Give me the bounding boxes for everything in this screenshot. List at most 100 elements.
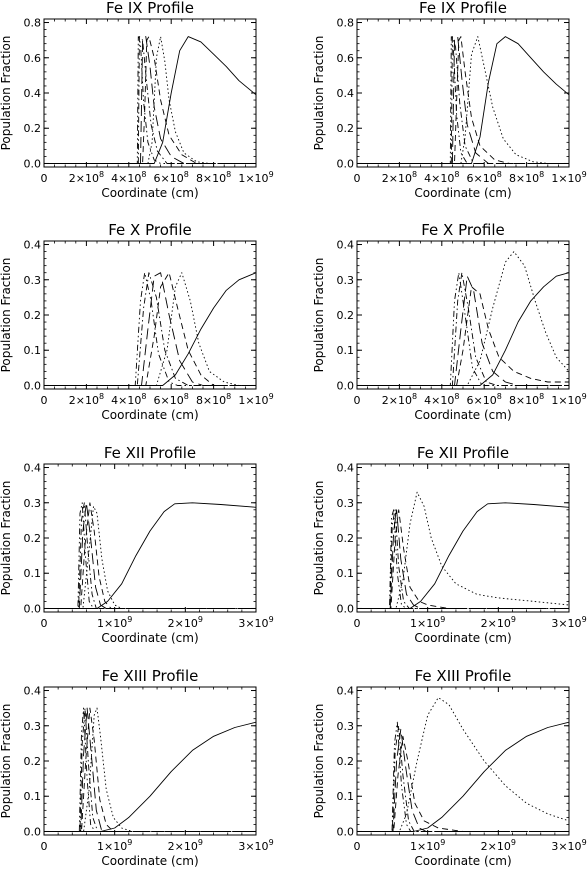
chart-title: Fe XII Profile [417,444,509,462]
x-axis-label: Coordinate (cm) [101,854,198,868]
x-tick-label: 3×109 [238,838,273,853]
x-tick-label: 4×108 [424,170,459,185]
series-line-dashdot [44,36,256,164]
y-tick-label: 0.2 [337,755,355,768]
x-axis-label: Coordinate (cm) [414,631,511,645]
series-line-dashed [44,36,256,164]
x-tick-label: 2×108 [382,392,417,407]
series-line-longdash [357,36,569,164]
series-line-solid [357,721,569,832]
series-line-solid [44,272,256,386]
series-line-longdash [357,509,569,609]
x-tick-label: 3×109 [551,615,586,630]
y-tick-label: 0.1 [24,567,42,580]
x-tick-label: 2×109 [168,615,203,630]
chart-panel: Fe IX Profile Population Fraction Coordina… [312,0,587,200]
y-axis-label: Population Fraction [312,704,326,819]
series-line-dotted [44,36,256,164]
series-line-dashdotdot [357,272,569,386]
series-line-dashdot [357,725,569,832]
x-axis-label: Coordinate (cm) [414,854,511,868]
x-tick-label: 0 [354,172,361,185]
y-tick-label: 0.2 [24,755,42,768]
chart-title: Fe XIII Profile [102,667,199,685]
series-line-longdash [44,36,256,164]
series-line-dashdotdot [357,509,569,609]
x-axis-label: Coordinate (cm) [414,408,511,422]
x-tick-label: 8×108 [196,170,231,185]
x-tick-label: 2×109 [481,838,516,853]
series-line-dashdotdot [357,36,569,164]
x-axis-label: Coordinate (cm) [414,186,511,200]
y-tick-label: 0.4 [24,685,42,698]
y-tick-label: 0.3 [337,274,355,287]
x-axis-label: Coordinate (cm) [101,631,198,645]
y-tick-label: 0.3 [24,720,42,733]
y-tick-label: 0.0 [24,602,42,615]
y-tick-label: 0.8 [337,17,355,30]
x-tick-label: 0 [41,840,48,853]
series-line-solid [357,36,569,164]
series-line-longdash [44,502,256,609]
y-tick-label: 0.0 [337,825,355,838]
x-tick-label: 4×108 [111,170,146,185]
series-line-dotted [357,251,569,386]
y-tick-label: 0.1 [24,344,42,357]
x-tick-label: 6×108 [154,170,189,185]
series-line-dotted [357,491,569,609]
series-line-dotted [357,697,569,832]
series-line-dotted [44,505,256,609]
chart-panel: Fe XII Profile Population Fraction Coordin… [312,444,587,645]
x-tick-label: 8×108 [509,392,544,407]
x-tick-label: 6×108 [467,170,502,185]
y-tick-label: 0.2 [24,122,42,135]
y-tick-label: 0.2 [24,532,42,545]
x-axis-label: Coordinate (cm) [101,408,198,422]
chart-title: Fe IX Profile [106,0,194,17]
y-axis-label: Population Fraction [0,258,13,373]
series-line-dashdot [357,272,569,386]
y-tick-label: 0.2 [24,309,42,322]
series-line-dashdotdot [44,502,256,609]
series-line-solid [44,502,256,609]
y-tick-label: 0.6 [337,52,355,65]
y-tick-label: 0.4 [337,462,355,475]
chart-title: Fe IX Profile [419,0,507,17]
series-line-longdash [357,275,569,386]
x-tick-label: 0 [41,394,48,407]
x-tick-label: 4×108 [424,392,459,407]
y-tick-label: 0.1 [24,790,42,803]
x-tick-label: 0 [354,840,361,853]
x-tick-label: 2×109 [481,615,516,630]
y-tick-label: 0.3 [337,720,355,733]
series-line-dashdotdot [44,272,256,386]
series-line-dashed [357,36,569,164]
y-tick-label: 0.1 [337,790,355,803]
chart-title: Fe X Profile [108,221,192,239]
series-line-solid [44,721,256,832]
plot-frame [356,463,570,613]
y-tick-label: 0.0 [24,157,42,170]
series-line-dashed [44,707,256,832]
x-tick-label: 2×109 [168,838,203,853]
x-tick-label: 0 [354,394,361,407]
chart-panel: Fe X Profile Population Fraction Coordinat… [0,221,274,422]
x-tick-label: 0 [41,172,48,185]
series-line-dashdot [357,509,569,609]
y-tick-label: 0.4 [337,87,355,100]
y-tick-label: 0.2 [337,532,355,545]
x-tick-label: 8×108 [196,392,231,407]
y-axis-label: Population Fraction [0,481,13,596]
x-tick-label: 4×108 [111,392,146,407]
x-tick-label: 0 [354,617,361,630]
series-line-longdash [44,272,256,386]
series-line-longdash [357,728,569,832]
x-tick-label: 8×108 [509,170,544,185]
x-tick-label: 2×108 [382,170,417,185]
y-axis-label: Population Fraction [0,704,13,819]
x-tick-label: 1×109 [410,615,445,630]
y-tick-label: 0.4 [24,462,42,475]
series-line-dashed [357,509,569,609]
y-tick-label: 0.2 [337,309,355,322]
